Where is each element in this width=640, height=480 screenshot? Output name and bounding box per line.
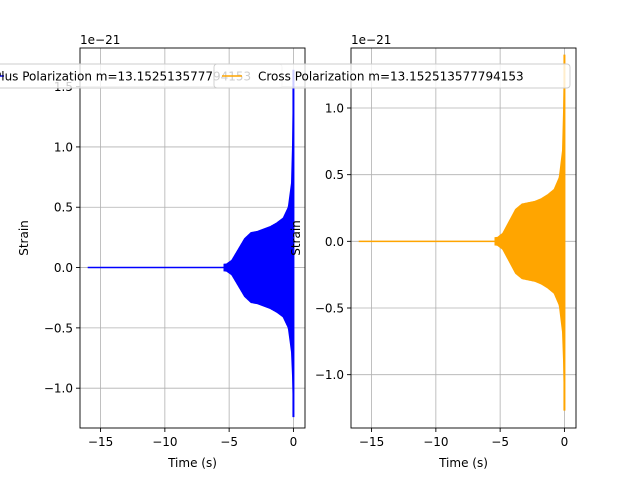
offset-label: 1e−21 <box>351 33 391 47</box>
x-tick-label: −5 <box>220 435 238 449</box>
y-axis-label: Strain <box>17 220 31 256</box>
y-tick-label: −1.0 <box>315 368 344 382</box>
x-tick-label: −15 <box>88 435 113 449</box>
legend-label: Plus Polarization m=13.152513577794153 <box>0 70 251 84</box>
x-tick-label: −5 <box>491 435 509 449</box>
legend-label: Cross Polarization m=13.152513577794153 <box>258 70 524 84</box>
x-tick-label: −10 <box>152 435 177 449</box>
y-axis-label: Strain <box>289 220 303 256</box>
x-tick-label: −15 <box>359 435 384 449</box>
x-axis-label: Time (s) <box>167 456 217 470</box>
y-tick-label: 0.5 <box>325 168 344 182</box>
y-tick-label: 0.0 <box>325 235 344 249</box>
y-tick-label: 0.5 <box>54 201 73 215</box>
y-tick-label: −0.5 <box>315 302 344 316</box>
series-envelope <box>494 85 565 383</box>
y-tick-label: 0.0 <box>54 261 73 275</box>
legends: Plus Polarization m=13.152513577794153 Cr… <box>0 63 571 89</box>
x-tick-label: 0 <box>561 435 569 449</box>
y-tick-label: 1.0 <box>325 102 344 116</box>
y-tick-label: −0.5 <box>44 321 73 335</box>
y-tick-label: −1.0 <box>44 382 73 396</box>
y-tick-label: 1.0 <box>54 140 73 154</box>
offset-label: 1e−21 <box>80 33 120 47</box>
axes-frame <box>350 47 577 429</box>
x-tick-label: 0 <box>290 435 298 449</box>
x-tick-label: −10 <box>423 435 448 449</box>
legend-box <box>213 63 571 89</box>
right-axes: −15 −10 −5 0 −1.0 −0.5 0.0 0.5 1.0 1e−21 Time (s) S… <box>289 33 577 470</box>
axes-frame <box>79 47 306 429</box>
series-envelope <box>223 113 294 394</box>
x-axis-label: Time (s) <box>438 456 488 470</box>
